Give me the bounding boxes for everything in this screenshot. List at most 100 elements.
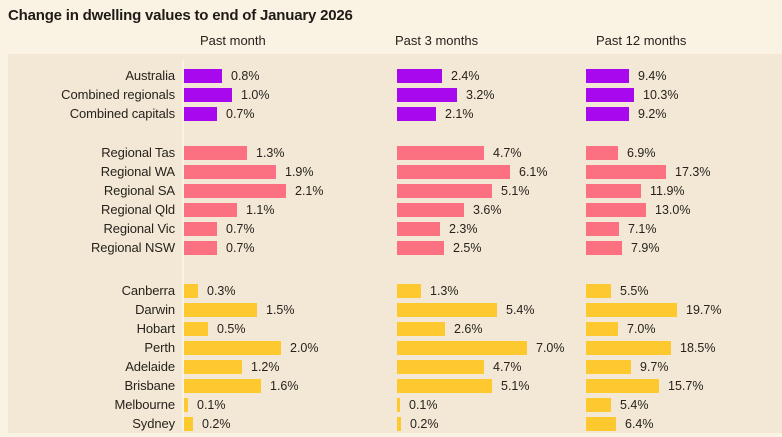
- value-label: 2.1%: [295, 184, 324, 198]
- value-label: 0.1%: [197, 398, 226, 412]
- value-label: 5.1%: [501, 184, 530, 198]
- value-label: 7.9%: [631, 241, 660, 255]
- bar: [183, 69, 222, 83]
- value-label: 0.5%: [217, 322, 246, 336]
- bar: [586, 398, 611, 412]
- value-label: 11.9%: [650, 184, 685, 198]
- axis-line-past-month: [182, 60, 184, 431]
- bar: [183, 360, 242, 374]
- bar: [586, 241, 622, 255]
- bar: [397, 146, 484, 160]
- value-label: 1.9%: [285, 165, 314, 179]
- value-label: 5.1%: [501, 379, 530, 393]
- row-label: Perth: [144, 340, 175, 355]
- value-label: 0.8%: [231, 69, 260, 83]
- column-header-past-12-months: Past 12 months: [596, 33, 687, 48]
- value-label: 19.7%: [686, 303, 722, 317]
- value-label: 5.4%: [620, 398, 649, 412]
- value-label: 0.1%: [409, 398, 438, 412]
- row-label: Hobart: [136, 321, 176, 336]
- value-label: 7.0%: [536, 341, 565, 355]
- bar: [397, 88, 457, 102]
- bar: [586, 303, 677, 317]
- row-label: Combined capitals: [69, 106, 175, 121]
- value-label: 13.0%: [655, 203, 691, 217]
- bar: [397, 303, 497, 317]
- bar: [183, 203, 237, 217]
- row-label: Canberra: [121, 283, 176, 298]
- value-label: 0.3%: [207, 284, 236, 298]
- value-label: 4.7%: [493, 360, 522, 374]
- bar: [397, 184, 492, 198]
- value-label: 7.1%: [628, 222, 657, 236]
- value-label: 15.7%: [668, 379, 704, 393]
- bar: [397, 165, 510, 179]
- bar: [586, 341, 671, 355]
- bar: [183, 241, 217, 255]
- value-label: 7.0%: [627, 322, 656, 336]
- value-label: 9.4%: [638, 69, 667, 83]
- bar: [397, 341, 527, 355]
- bar: [397, 203, 464, 217]
- bar: [183, 107, 217, 121]
- bar: [586, 379, 659, 393]
- row-label: Regional Vic: [103, 221, 175, 236]
- bar: [183, 341, 281, 355]
- bar: [586, 146, 618, 160]
- value-label: 1.0%: [241, 88, 270, 102]
- value-label: 1.3%: [256, 146, 285, 160]
- row-label: Regional SA: [103, 183, 175, 198]
- value-label: 0.7%: [226, 241, 255, 255]
- row-label: Regional NSW: [90, 240, 175, 255]
- value-label: 18.5%: [680, 341, 716, 355]
- column-header-past-3-months: Past 3 months: [395, 33, 479, 48]
- row-label: Regional WA: [100, 164, 175, 179]
- column-header-past-month: Past month: [200, 33, 266, 48]
- row-label: Australia: [125, 68, 175, 83]
- bar: [397, 322, 445, 336]
- bar: [586, 184, 641, 198]
- bar: [183, 88, 232, 102]
- bar: [586, 88, 634, 102]
- bar: [183, 165, 276, 179]
- bar: [397, 284, 421, 298]
- bar: [586, 284, 611, 298]
- value-label: 0.7%: [226, 222, 255, 236]
- value-label: 1.6%: [270, 379, 299, 393]
- value-label: 4.7%: [493, 146, 522, 160]
- value-label: 2.3%: [449, 222, 478, 236]
- bar: [397, 360, 484, 374]
- value-label: 3.6%: [473, 203, 502, 217]
- value-label: 2.6%: [454, 322, 483, 336]
- value-label: 2.4%: [451, 69, 480, 83]
- value-label: 2.0%: [290, 341, 319, 355]
- row-label: Adelaide: [125, 359, 175, 374]
- bar: [586, 360, 631, 374]
- row-label: Melbourne: [114, 397, 175, 412]
- bar: [586, 203, 646, 217]
- bar: [397, 417, 401, 431]
- bar: [397, 398, 400, 412]
- row-label: Darwin: [135, 302, 175, 317]
- bar: [586, 417, 616, 431]
- chart-title: Change in dwelling values to end of Janu…: [8, 7, 353, 24]
- value-label: 1.3%: [430, 284, 459, 298]
- bar: [183, 398, 188, 412]
- chart-panel: [8, 54, 782, 433]
- value-label: 6.4%: [625, 417, 654, 431]
- bar: [397, 222, 440, 236]
- value-label: 1.2%: [251, 360, 280, 374]
- bar: [183, 303, 257, 317]
- bar: [183, 379, 261, 393]
- row-label: Brisbane: [124, 378, 175, 393]
- row-label: Regional Tas: [101, 145, 175, 160]
- bar: [397, 107, 436, 121]
- bar: [183, 222, 217, 236]
- bar: [586, 69, 629, 83]
- value-label: 10.3%: [643, 88, 679, 102]
- bar: [183, 284, 198, 298]
- value-label: 3.2%: [466, 88, 495, 102]
- value-label: 5.4%: [506, 303, 535, 317]
- bar: [397, 241, 444, 255]
